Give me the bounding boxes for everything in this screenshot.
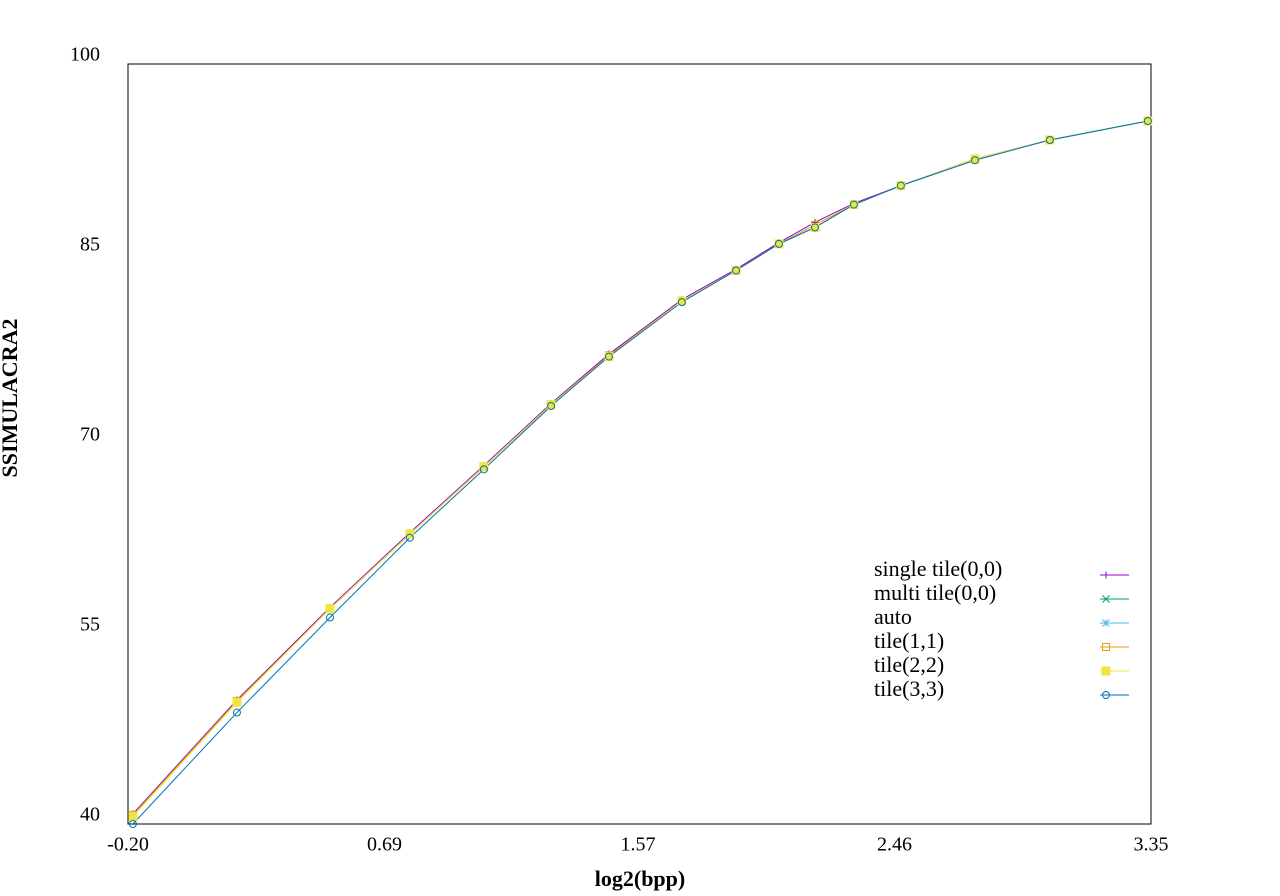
point-shape (546, 400, 556, 410)
series-line (132, 120, 1148, 815)
point (1102, 619, 1110, 627)
point (1143, 117, 1152, 125)
legend-label: tile(1,1) (874, 628, 944, 653)
series-line (132, 120, 1148, 816)
legend-label: tile(3,3) (874, 676, 944, 701)
point (232, 697, 242, 707)
point (1102, 691, 1110, 699)
y-tick-label: 70 (80, 424, 100, 446)
point (128, 820, 137, 828)
point (896, 181, 905, 190)
x-tick-label: -0.20 (107, 834, 149, 856)
series-line (132, 120, 1148, 817)
x-tick-label: 0.69 (367, 834, 402, 856)
point (1102, 643, 1110, 651)
point-shape (325, 604, 335, 614)
series-line (132, 120, 1148, 816)
point-shape (774, 239, 783, 248)
legend-label: auto (874, 604, 912, 629)
point (604, 352, 613, 361)
point (774, 239, 783, 248)
point-shape (232, 708, 241, 717)
point-stroke (1102, 619, 1110, 627)
point-shape (896, 181, 905, 190)
point (232, 708, 241, 717)
point (326, 613, 335, 622)
point (810, 223, 819, 232)
point-shape (604, 352, 613, 361)
point (479, 462, 489, 472)
point (1045, 136, 1054, 144)
point-shape (1143, 117, 1152, 125)
point-shape (1101, 666, 1111, 676)
y-axis-label: SSIMULACRA2 (0, 319, 22, 478)
point (677, 296, 687, 306)
point (970, 154, 980, 164)
y-tick-label: 40 (80, 804, 100, 826)
y-tick-label: 85 (80, 234, 100, 256)
point (479, 465, 488, 474)
series-line (132, 120, 1148, 825)
point-shape (128, 811, 138, 821)
point-shape (810, 223, 819, 232)
point-shape (970, 156, 979, 165)
x-tick-label: 3.35 (1134, 834, 1169, 856)
point-shape (547, 402, 556, 410)
x-axis-label: log2(bpp) (595, 866, 685, 891)
point-shape (677, 298, 686, 307)
point-shape (677, 296, 687, 306)
point (1102, 571, 1110, 579)
point-shape (849, 200, 858, 209)
point-shape (405, 533, 414, 542)
point-stroke (1102, 595, 1110, 603)
x-tick-label: 2.46 (877, 834, 912, 856)
series-line (132, 120, 1148, 816)
point (849, 200, 858, 209)
plot-frame (127, 63, 1152, 825)
legend-label: single tile(0,0) (874, 556, 1002, 581)
point (547, 402, 556, 410)
point-shape (128, 820, 137, 828)
point (677, 298, 686, 307)
legend-label: tile(2,2) (874, 652, 944, 677)
point-shape (479, 465, 488, 474)
x-tick-label: 1.57 (621, 834, 656, 856)
point (546, 400, 556, 410)
point-shape (970, 154, 980, 164)
point-shape (732, 266, 741, 275)
legend-label: multi tile(0,0) (874, 580, 996, 605)
point (970, 156, 979, 165)
point-shape (479, 462, 489, 472)
y-tick-label: 55 (80, 614, 100, 636)
point (128, 811, 138, 821)
point-shape (232, 697, 242, 707)
point-shape (1102, 691, 1110, 699)
point (1102, 595, 1110, 603)
point (732, 266, 741, 275)
point-shape (1045, 136, 1054, 144)
point-shape (1102, 643, 1110, 651)
point (405, 533, 414, 542)
point-shape (326, 613, 335, 622)
point (1101, 666, 1111, 676)
point (325, 604, 335, 614)
y-tick-label: 100 (70, 44, 100, 66)
